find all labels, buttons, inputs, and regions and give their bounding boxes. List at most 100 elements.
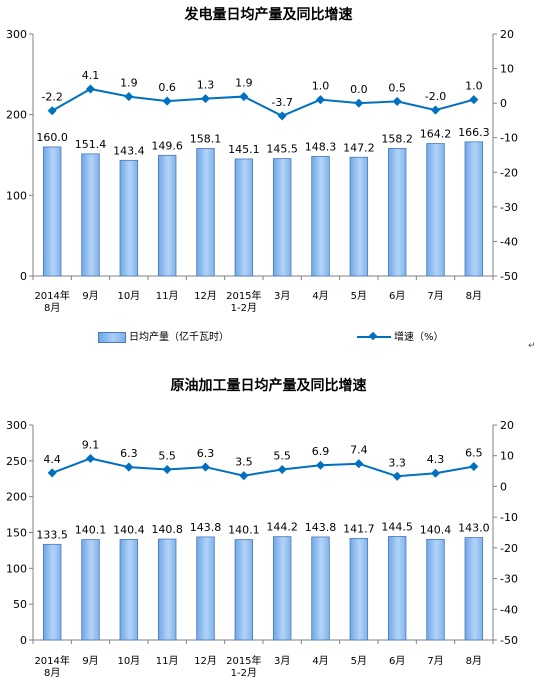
bar-value-label: 145.1 — [228, 143, 260, 156]
bar-value-label: 144.2 — [266, 521, 298, 534]
growth-value-label: 0.6 — [158, 81, 176, 94]
bar-value-label: 140.4 — [113, 523, 145, 536]
bar-value-label: 133.5 — [36, 528, 68, 541]
x-tick-label: 2015年 — [226, 289, 261, 302]
y-right-tick-label: -30 — [500, 201, 518, 214]
y-left-tick-label: 0 — [20, 270, 27, 283]
growth-point — [315, 460, 326, 470]
x-tick-label: 3月 — [274, 290, 290, 302]
growth-point — [354, 98, 364, 108]
x-tick-label: 12月 — [194, 290, 217, 302]
bar — [42, 543, 62, 641]
bar — [311, 155, 330, 277]
y-right-tick-label: -40 — [500, 235, 518, 248]
growth-value-label: 4.3 — [427, 453, 445, 466]
growth-value-label: -3.7 — [271, 96, 292, 109]
x-tick-label: 8月 — [466, 290, 482, 302]
x-tick-label: 7月 — [427, 655, 443, 667]
growth-value-label: 5.5 — [273, 450, 291, 463]
bar-value-label: 145.5 — [266, 143, 298, 156]
bar-value-label: 158.2 — [381, 132, 413, 145]
y-right-tick-label: -40 — [500, 603, 518, 616]
growth-line — [51, 457, 475, 478]
y-left-tick-label: 100 — [6, 189, 27, 202]
bar — [81, 153, 100, 277]
growth-point — [239, 92, 249, 102]
growth-point — [315, 95, 326, 105]
bar — [119, 159, 139, 277]
y-right-tick-label: -20 — [500, 166, 518, 179]
bar — [464, 537, 484, 641]
y-right-tick-label: 20 — [500, 419, 514, 432]
x-tick-label: 6月 — [389, 290, 405, 302]
growth-value-label: 3.3 — [388, 456, 406, 469]
y-right-tick-label: -20 — [500, 542, 518, 555]
growth-value-label: 0.0 — [350, 83, 368, 96]
growth-value-label: 3.5 — [235, 456, 253, 469]
bar-value-label: 151.4 — [75, 138, 107, 151]
x-tick-label: 12月 — [194, 655, 217, 667]
growth-value-label: 1.3 — [197, 79, 215, 92]
bar-value-label: 143.8 — [190, 521, 222, 534]
growth-value-label: 1.9 — [120, 77, 138, 90]
growth-value-label: 1.9 — [235, 77, 253, 90]
y-right-tick-label: -10 — [500, 511, 518, 524]
growth-point — [430, 105, 441, 115]
bar-value-label: 143.8 — [305, 521, 337, 534]
bar-value-label: 140.1 — [75, 524, 107, 537]
growth-value-label: 4.1 — [82, 69, 100, 82]
bar — [234, 158, 254, 277]
y-right-tick-label: 20 — [500, 28, 514, 41]
x-tick-label: 9月 — [82, 655, 98, 667]
growth-point — [200, 94, 211, 104]
growth-value-label: 5.5 — [158, 450, 176, 463]
growth-point — [430, 468, 441, 478]
x-tick-label: 8月 — [44, 302, 60, 314]
growth-value-label: 0.5 — [388, 81, 406, 94]
growth-point — [162, 465, 172, 475]
bar-value-label: 160.0 — [36, 131, 68, 144]
growth-value-label: 7.4 — [350, 444, 368, 457]
growth-value-label: -2.2 — [41, 91, 62, 104]
bar-value-label: 149.6 — [151, 139, 183, 152]
x-tick-label: 5月 — [351, 290, 367, 302]
bar — [464, 141, 484, 277]
growth-point — [392, 96, 402, 106]
y-right-tick-label: 0 — [500, 97, 507, 110]
bar — [349, 156, 369, 277]
x-tick-label: 4月 — [312, 655, 328, 667]
growth-point — [239, 471, 249, 481]
growth-value-label: 6.5 — [465, 446, 483, 459]
x-tick-label: 2014年 — [34, 654, 69, 667]
bar — [272, 158, 292, 277]
x-tick-label: 7月 — [427, 290, 443, 302]
chart-title: 原油加工量日均产量及同比增速 — [170, 378, 367, 394]
bar — [42, 146, 62, 277]
legend-bar-swatch — [98, 331, 126, 343]
x-tick-label: 1-2月 — [231, 302, 257, 314]
bar-value-label: 158.1 — [190, 132, 222, 145]
bar — [272, 536, 292, 641]
bar — [157, 538, 177, 641]
bar — [196, 148, 215, 277]
bar — [234, 539, 254, 641]
bar — [426, 143, 445, 277]
legend-bar-label: 日均产量（亿千瓦时） — [129, 332, 229, 343]
legend-line: 增速（%） — [357, 328, 444, 343]
y-right-tick-label: 10 — [500, 63, 514, 76]
growth-value-label: 4.4 — [43, 453, 61, 466]
y-left-tick-label: 200 — [6, 109, 27, 122]
growth-point — [124, 462, 134, 472]
growth-point — [277, 111, 287, 121]
bar-value-label: 141.7 — [343, 522, 375, 535]
growth-point — [392, 471, 402, 481]
chart-title: 发电量日均产量及同比增速 — [184, 7, 353, 23]
y-right-tick-label: -10 — [500, 132, 518, 145]
x-tick-label: 1-2月 — [231, 667, 257, 679]
x-tick-label: 4月 — [312, 290, 328, 302]
bar — [157, 154, 177, 277]
chart-panel-electricity: 发电量日均产量及同比增速 0 100 200 300 20 10 0 -10 -20 -30 -40… — [0, 0, 537, 360]
y-right-tick-label: 10 — [500, 450, 514, 463]
y-left-tick-label: 50 — [13, 598, 27, 611]
y-left-tick-label: 300 — [6, 28, 27, 41]
